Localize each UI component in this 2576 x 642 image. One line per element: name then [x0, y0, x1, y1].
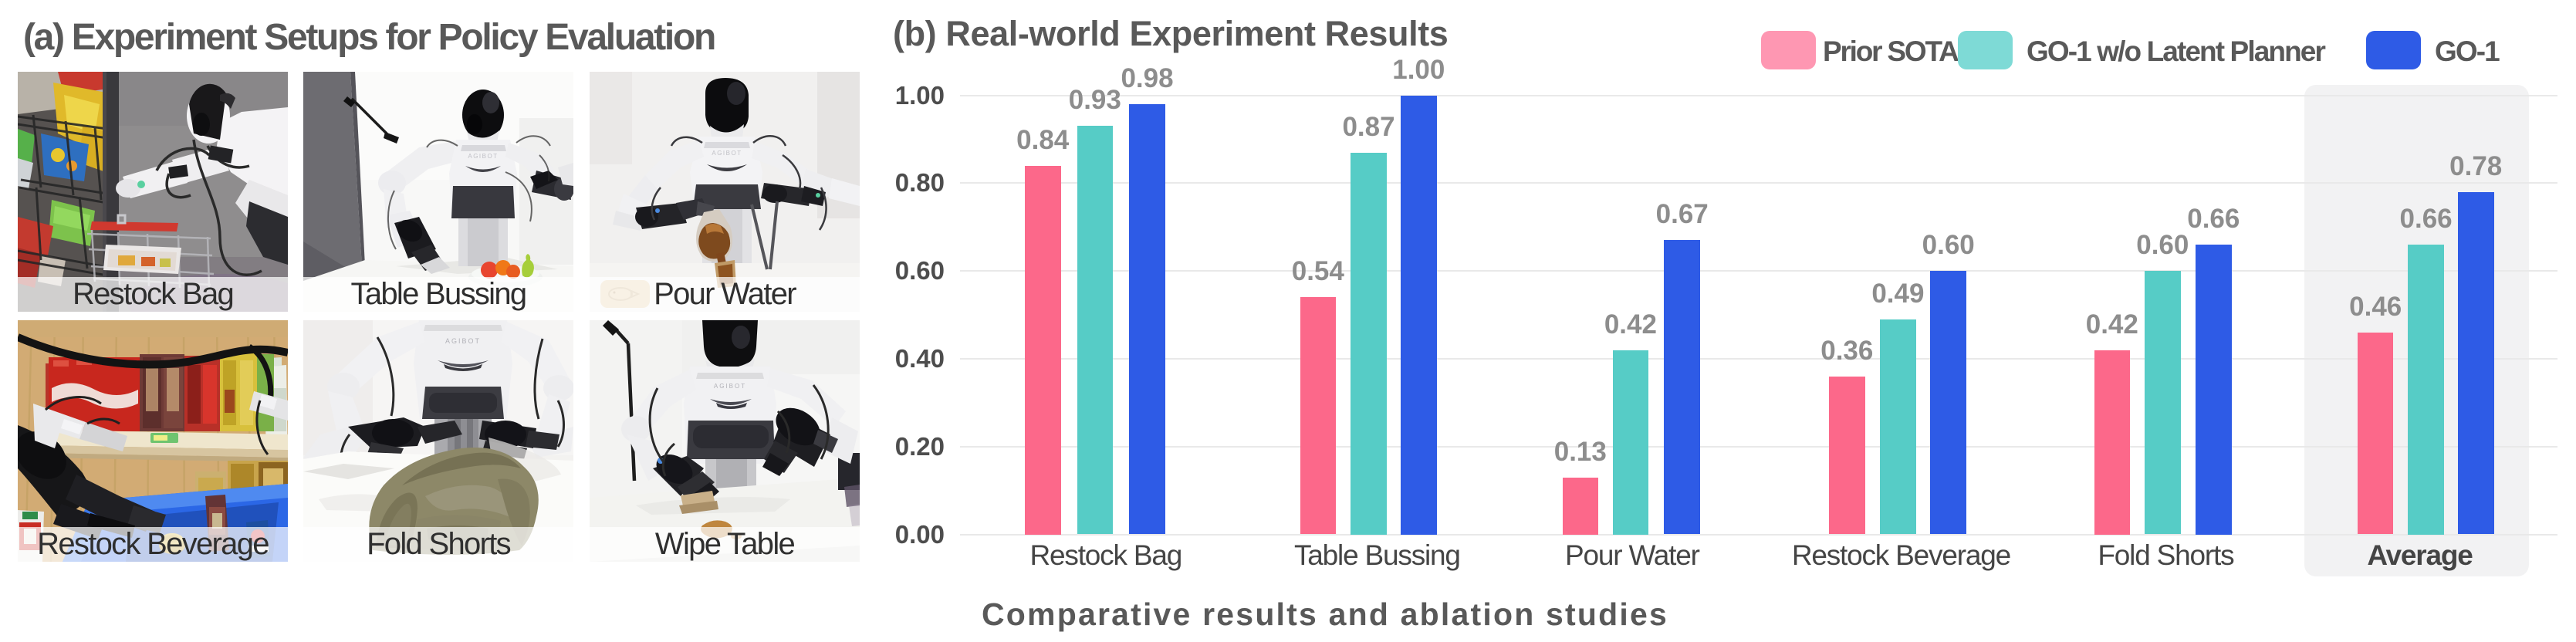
svg-text:AGIBOT: AGIBOT — [714, 383, 746, 390]
svg-text:AGIBOT: AGIBOT — [445, 337, 481, 345]
svg-text:AGIBOT: AGIBOT — [468, 153, 498, 160]
svg-text:AGIBOT: AGIBOT — [712, 150, 742, 157]
